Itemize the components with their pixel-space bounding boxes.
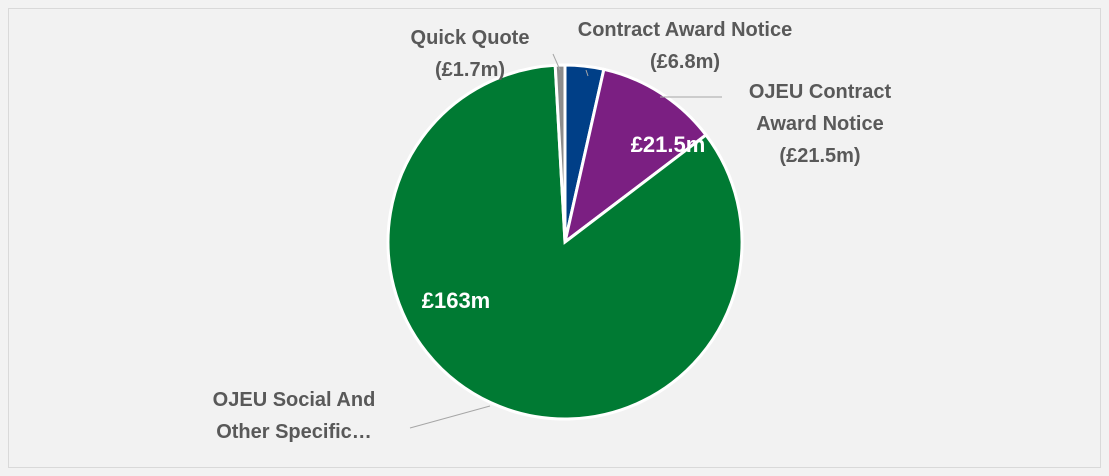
leader-line (585, 69, 589, 77)
value-label: (£6.8m) (649, 51, 721, 73)
leader-line (409, 405, 491, 429)
category-label: Contract Award Notice (£6.8m) (575, 14, 795, 78)
category-name: OJEU Social And Other Specific… (212, 389, 376, 443)
pie-slice (386, 63, 744, 421)
category-name: OJEU Contract Award Notice (748, 81, 892, 135)
category-name: Contract Award Notice (577, 19, 793, 41)
category-label: Quick Quote (£1.7m) (380, 22, 560, 86)
category-label: OJEU Contract Award Notice (£21.5m) (720, 76, 920, 172)
pie-slice (562, 67, 709, 246)
value-label: (£1.7m) (434, 59, 506, 81)
leader-line (552, 53, 561, 71)
data-label: £21.5m (631, 132, 706, 157)
data-label: £163m (422, 288, 491, 313)
category-label: OJEU Social And Other Specific… (184, 384, 404, 448)
pie-slice (553, 63, 567, 243)
category-name: Quick Quote (410, 27, 530, 49)
value-label: (£21.5m) (779, 145, 861, 167)
